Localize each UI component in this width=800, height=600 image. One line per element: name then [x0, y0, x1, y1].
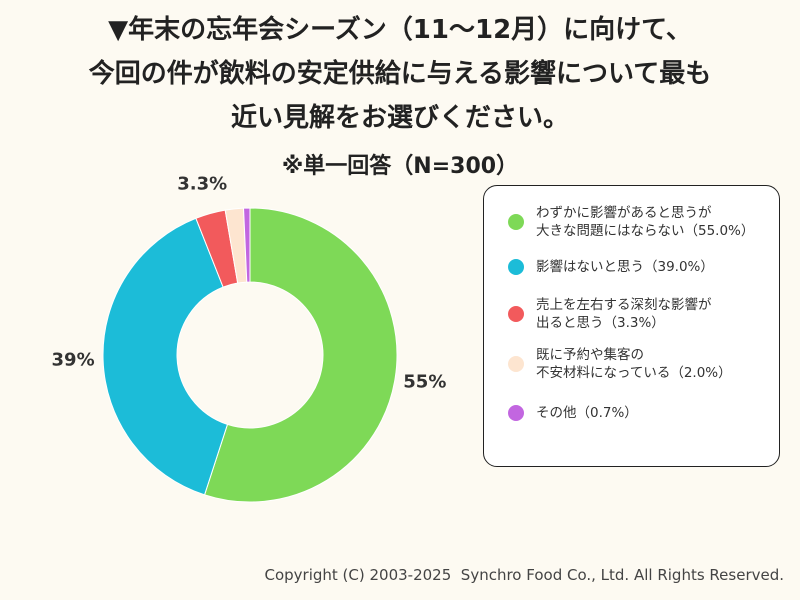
donut-slice — [203, 207, 398, 503]
legend-swatch — [508, 356, 524, 372]
legend-swatch — [508, 306, 524, 322]
legend-item: 売上を左右する深刻な影響が 出ると思う（3.3%） — [508, 296, 712, 332]
donut-slice — [243, 207, 251, 283]
legend-label: その他（0.7%） — [536, 405, 638, 421]
footer: Copyright (C) 2003-2025 Synchro Food Co.… — [264, 566, 785, 584]
legend-item: わずかに影響があると思うが 大きな問題にはならない（55.0%） — [508, 204, 754, 240]
legend-label: わずかに影響があると思うが 大きな問題にはならない（55.0%） — [536, 205, 755, 239]
legend-item: 既に予約や集客の 不安材料になっている（2.0%） — [508, 346, 732, 382]
legend-item: 影響はないと思う（39.0%） — [508, 258, 714, 276]
legend-label: 影響はないと思う（39.0%） — [536, 259, 714, 275]
chart: 55% 39% 3.3% — [52, 174, 446, 503]
legend: わずかに影響があると思うが 大きな問題にはならない（55.0%） 影響はないと思う… — [483, 185, 780, 467]
donut-slice — [102, 217, 229, 496]
data-label: 39% — [52, 350, 95, 371]
legend-label: 既に予約や集客の 不安材料になっている（2.0%） — [536, 347, 732, 381]
chart-subtitle: ※単一回答（N=300） — [281, 154, 519, 179]
legend-swatch — [508, 259, 524, 275]
legend-item: その他（0.7%） — [508, 404, 638, 422]
chart-title: ▼年末の忘年会シーズン（11〜12月）に向けて、 今回の件が飲料の安定供給に与え… — [88, 15, 712, 133]
legend-label: 売上を左右する深刻な影響が 出ると思う（3.3%） — [536, 297, 712, 331]
legend-swatch — [508, 405, 524, 421]
legend-swatch — [508, 214, 524, 230]
data-label: 3.3% — [177, 174, 227, 195]
data-label: 55% — [403, 372, 446, 393]
